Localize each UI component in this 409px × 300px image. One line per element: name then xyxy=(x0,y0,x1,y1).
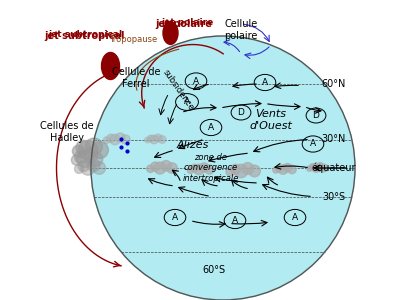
Text: A: A xyxy=(193,76,199,85)
Circle shape xyxy=(83,148,97,163)
Circle shape xyxy=(225,168,234,176)
Circle shape xyxy=(154,134,162,142)
Circle shape xyxy=(320,164,327,172)
Circle shape xyxy=(85,138,102,155)
Text: D: D xyxy=(237,108,244,117)
Circle shape xyxy=(87,159,100,172)
Text: A: A xyxy=(231,216,238,225)
Circle shape xyxy=(287,165,295,174)
Circle shape xyxy=(88,152,103,166)
Circle shape xyxy=(160,160,171,171)
Text: Cellule
polaire: Cellule polaire xyxy=(224,19,257,41)
Circle shape xyxy=(91,36,354,300)
Circle shape xyxy=(199,163,208,172)
Circle shape xyxy=(275,165,282,172)
Text: A: A xyxy=(261,78,267,87)
Circle shape xyxy=(283,164,291,172)
Text: Cellule de
Ferrel: Cellule de Ferrel xyxy=(112,67,160,89)
Text: A: A xyxy=(309,140,315,148)
Ellipse shape xyxy=(163,22,178,44)
Circle shape xyxy=(146,165,154,172)
Circle shape xyxy=(81,161,95,175)
Text: Tropopause: Tropopause xyxy=(109,34,157,43)
Circle shape xyxy=(74,164,83,173)
Circle shape xyxy=(306,166,311,171)
Text: 60°S: 60°S xyxy=(202,265,225,275)
Text: Alizés: Alizés xyxy=(176,140,209,151)
Circle shape xyxy=(154,162,166,174)
Circle shape xyxy=(234,164,247,178)
Text: A: A xyxy=(291,213,297,222)
Circle shape xyxy=(78,161,89,172)
Text: 30°S: 30°S xyxy=(321,191,345,202)
Circle shape xyxy=(76,151,93,167)
Text: subsidence: subsidence xyxy=(160,68,195,112)
Text: jet subtropical: jet subtropical xyxy=(48,30,122,39)
Text: A: A xyxy=(207,123,213,132)
Circle shape xyxy=(78,140,97,160)
Circle shape xyxy=(93,162,105,174)
Circle shape xyxy=(309,164,315,170)
Circle shape xyxy=(74,151,87,163)
Circle shape xyxy=(71,155,82,165)
Circle shape xyxy=(241,163,253,174)
Text: Cellules de
Hadley: Cellules de Hadley xyxy=(40,121,94,143)
Text: 60°N: 60°N xyxy=(321,79,345,89)
Circle shape xyxy=(149,135,158,144)
Text: jet polaire: jet polaire xyxy=(155,19,212,29)
Circle shape xyxy=(193,164,204,175)
Circle shape xyxy=(144,137,150,143)
Text: 30°N: 30°N xyxy=(321,134,345,145)
Circle shape xyxy=(311,164,319,172)
Text: D: D xyxy=(312,111,319,120)
Circle shape xyxy=(115,133,125,142)
Circle shape xyxy=(248,165,260,177)
Text: équateur: équateur xyxy=(311,163,355,173)
Circle shape xyxy=(110,134,120,145)
Ellipse shape xyxy=(101,52,119,80)
Circle shape xyxy=(151,162,160,171)
Circle shape xyxy=(91,142,108,158)
Circle shape xyxy=(107,134,115,142)
Circle shape xyxy=(190,164,198,172)
Circle shape xyxy=(121,135,130,144)
Circle shape xyxy=(316,163,323,170)
Text: jet subtropical: jet subtropical xyxy=(45,31,125,41)
Circle shape xyxy=(147,135,153,142)
Circle shape xyxy=(72,145,84,157)
Text: zone de
convergence
intertropicale: zone de convergence intertropicale xyxy=(182,153,238,183)
Circle shape xyxy=(103,137,110,143)
Text: A: A xyxy=(184,98,190,106)
Circle shape xyxy=(158,136,166,143)
Circle shape xyxy=(166,163,177,173)
Circle shape xyxy=(204,165,213,174)
Circle shape xyxy=(272,167,278,173)
Circle shape xyxy=(187,167,193,173)
Text: A: A xyxy=(171,213,178,222)
Text: jet polaire: jet polaire xyxy=(160,18,213,27)
Text: Vents
d'Ouest: Vents d'Ouest xyxy=(249,109,292,131)
Circle shape xyxy=(278,165,287,174)
Circle shape xyxy=(76,140,90,155)
Circle shape xyxy=(230,164,240,174)
